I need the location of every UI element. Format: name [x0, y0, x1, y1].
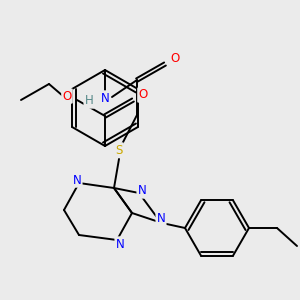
Text: N: N — [100, 92, 109, 104]
Text: N: N — [116, 238, 124, 250]
Text: N: N — [73, 173, 81, 187]
Text: N: N — [157, 212, 165, 224]
Text: N: N — [138, 184, 146, 197]
Text: O: O — [62, 89, 72, 103]
Text: S: S — [115, 143, 123, 157]
Text: H: H — [85, 94, 93, 107]
Text: O: O — [170, 52, 180, 65]
Text: O: O — [138, 88, 148, 101]
